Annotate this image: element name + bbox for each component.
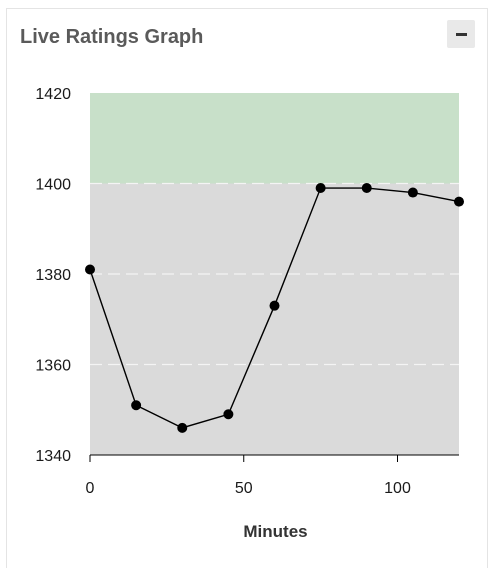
band-0 bbox=[90, 93, 459, 184]
data-point-8 bbox=[454, 196, 464, 207]
data-point-2 bbox=[177, 422, 188, 433]
data-point-5 bbox=[315, 183, 326, 194]
y-tick-label-1: 1360 bbox=[35, 358, 71, 375]
y-tick-label-4: 1420 bbox=[35, 86, 71, 103]
data-point-1 bbox=[131, 400, 142, 411]
data-point-0 bbox=[85, 264, 95, 275]
x-tick-label-0: 0 bbox=[86, 480, 95, 497]
data-point-6 bbox=[361, 183, 372, 194]
collapse-button[interactable] bbox=[447, 20, 475, 48]
x-tick-label-1: 50 bbox=[235, 480, 253, 497]
minus-icon bbox=[455, 32, 467, 36]
ratings-chart: 1340 1360 1380 1400 1420 0 50 100 Minutes bbox=[35, 86, 464, 541]
x-tick-label-2: 100 bbox=[384, 480, 411, 497]
x-axis-title: Minutes bbox=[243, 522, 307, 541]
data-point-7 bbox=[407, 187, 418, 198]
y-tick-label-3: 1400 bbox=[35, 177, 71, 194]
data-point-3 bbox=[223, 409, 234, 420]
panel-title: Live Ratings Graph bbox=[20, 26, 204, 48]
data-point-4 bbox=[269, 300, 280, 311]
y-tick-label-0: 1340 bbox=[35, 448, 71, 465]
band-1 bbox=[90, 183, 459, 455]
y-tick-label-2: 1380 bbox=[35, 267, 71, 284]
